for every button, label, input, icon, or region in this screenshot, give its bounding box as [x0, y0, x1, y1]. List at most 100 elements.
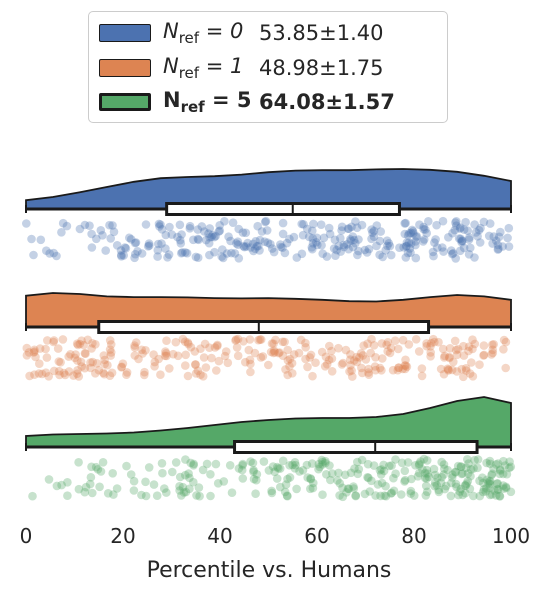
rain-point: [420, 468, 430, 478]
rain-point: [399, 243, 408, 252]
rain-point: [304, 232, 314, 242]
rain-point: [452, 350, 462, 360]
rain-point: [387, 461, 396, 470]
rain-point: [458, 236, 467, 246]
rain-point: [382, 236, 392, 245]
rain-point: [231, 335, 241, 344]
rain-point: [420, 473, 430, 483]
rain-point: [398, 364, 408, 374]
rain-point: [381, 246, 391, 255]
rain-point: [473, 232, 482, 241]
rain-point: [42, 353, 52, 362]
rain-point: [118, 359, 128, 369]
rain-point: [493, 240, 503, 250]
rain-point: [207, 353, 216, 363]
rain-point: [348, 242, 358, 252]
rain-point: [451, 468, 461, 477]
rain-point: [321, 352, 331, 362]
rain-point: [419, 454, 429, 464]
rain-point: [234, 253, 244, 263]
rain-point: [63, 478, 72, 487]
rain-point: [344, 224, 354, 233]
rain-point: [81, 482, 91, 492]
x-tick-label: 0: [20, 524, 33, 548]
rain-point: [349, 484, 359, 493]
rain-point: [66, 350, 75, 359]
rain-point: [109, 227, 119, 237]
rain-point: [278, 351, 288, 361]
rain-point: [214, 227, 224, 236]
density-cloud: [25, 168, 512, 210]
rain-point: [321, 456, 330, 466]
rain-point: [385, 348, 395, 358]
rain-point: [439, 460, 449, 469]
rain-point: [394, 363, 404, 373]
rain-point: [464, 342, 474, 352]
rain-point: [189, 459, 198, 469]
rain-point: [241, 228, 251, 238]
rain-point: [276, 240, 285, 249]
rain-point: [342, 240, 352, 249]
rain-point: [397, 490, 406, 499]
rain-point: [180, 337, 190, 347]
rain-point: [232, 239, 241, 248]
rain-point: [357, 220, 367, 230]
rain-point: [251, 237, 260, 246]
rain-point: [264, 466, 274, 475]
rain-point: [334, 468, 343, 478]
rain-point: [34, 369, 44, 378]
rain-point: [452, 482, 461, 492]
rain-point: [168, 349, 178, 359]
rain-point: [95, 482, 104, 492]
rain-point: [505, 463, 514, 473]
rain-point: [228, 218, 238, 227]
rain-point: [285, 473, 295, 482]
rain-point: [438, 216, 448, 226]
rain-point: [58, 218, 68, 228]
rain-point: [58, 335, 68, 344]
rain-point: [402, 241, 412, 251]
rain-point: [364, 370, 374, 380]
rain-point: [411, 237, 420, 246]
rain-point: [479, 485, 489, 494]
rain-point: [35, 359, 44, 369]
rain-point: [36, 235, 46, 245]
legend-series-stat: 64.08±1.57: [259, 90, 395, 114]
box-iqr: [165, 202, 401, 216]
rain-point: [211, 459, 221, 469]
rain-point: [346, 468, 356, 478]
rain-point: [333, 476, 342, 485]
rain-point: [491, 236, 501, 245]
rain-point: [336, 247, 346, 256]
rain-point: [451, 467, 460, 477]
rain-point: [167, 230, 177, 239]
rain-point: [296, 335, 306, 345]
rain-point: [429, 251, 438, 261]
rain-point: [495, 465, 505, 474]
rain-point: [485, 483, 495, 492]
rain-point: [409, 229, 418, 238]
legend-item-nref-0: Nref = 0 53.85±1.40: [99, 18, 383, 48]
rain-point: [348, 372, 357, 381]
rain-point: [131, 338, 141, 347]
rain-point: [177, 248, 186, 258]
rain-point: [192, 491, 201, 500]
rain-point: [83, 335, 93, 345]
rain-point: [495, 491, 504, 501]
rain-point: [278, 229, 288, 239]
rain-point: [278, 337, 288, 347]
rain-point: [457, 236, 467, 246]
rain-point: [157, 239, 166, 248]
rain-point: [244, 345, 254, 355]
rain-point: [275, 348, 284, 357]
rain-point: [73, 366, 82, 375]
rain-point: [190, 347, 200, 356]
rain-point: [401, 218, 410, 228]
rain-point: [44, 372, 53, 381]
rain-point: [429, 334, 438, 344]
rain-point: [260, 217, 270, 227]
rain-point: [364, 244, 374, 254]
rain-point: [451, 254, 461, 263]
rain-point: [385, 241, 395, 251]
rain-point: [72, 369, 82, 379]
